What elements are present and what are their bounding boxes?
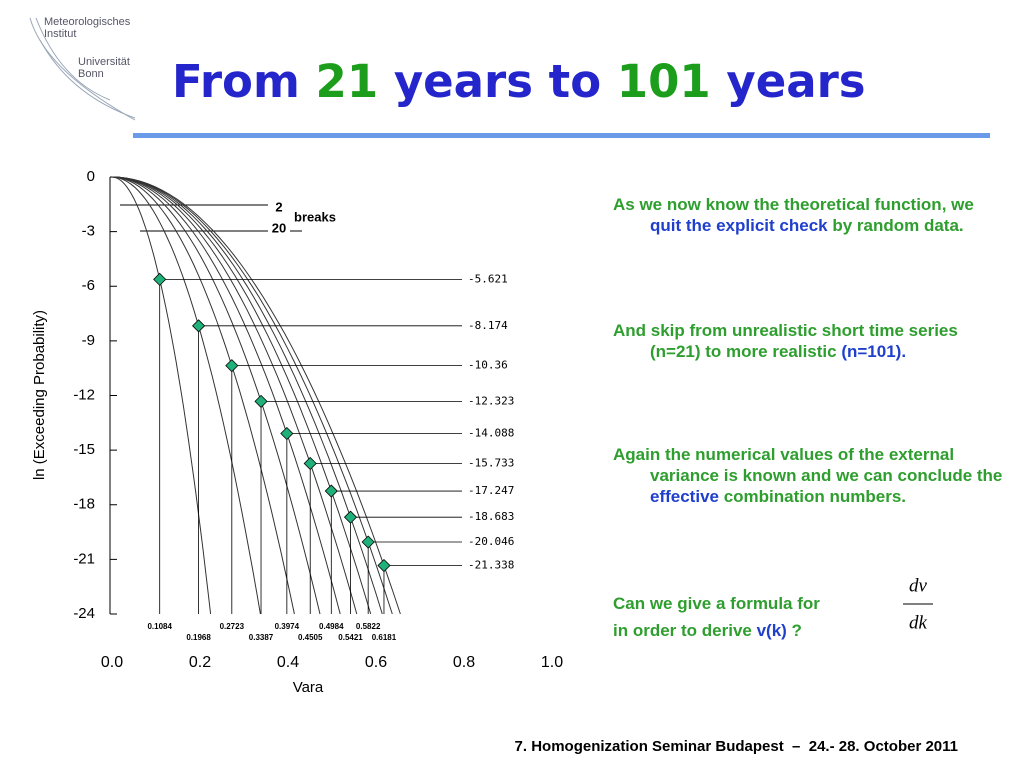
x-value-label: 0.3387 bbox=[249, 633, 274, 642]
x-value-label: 0.5822 bbox=[356, 622, 381, 631]
x-value-label: 0.2723 bbox=[220, 622, 245, 631]
y-tick-label: -18 bbox=[73, 496, 95, 513]
x-tick-label: 0.4 bbox=[277, 654, 299, 671]
y-tick-label: -6 bbox=[82, 277, 95, 294]
logo-arc bbox=[35, 17, 111, 101]
x-tick-label: 0.2 bbox=[189, 654, 211, 671]
y-tick-label: -21 bbox=[73, 550, 95, 567]
x-value-label: 0.6181 bbox=[372, 633, 397, 642]
footer: 7. Homogenization Seminar Budapest – 24.… bbox=[514, 738, 958, 755]
value-label: -17.247 bbox=[468, 484, 514, 497]
theory-curve bbox=[111, 176, 358, 615]
title-part: years to bbox=[378, 55, 617, 108]
question-line: Can we give a formula for bbox=[613, 590, 820, 617]
y-tick-label: -3 bbox=[82, 223, 95, 240]
title: From 21 years to 101 years bbox=[172, 55, 866, 108]
x-value-label: 0.1968 bbox=[186, 633, 211, 642]
value-label: -10.36 bbox=[468, 359, 508, 372]
point bbox=[324, 484, 338, 498]
annotation: 2 bbox=[275, 199, 282, 214]
y-axis-label: ln (Exceeding Probability) bbox=[31, 310, 48, 480]
question-line: in order to derive v(k) ? bbox=[613, 617, 802, 644]
point bbox=[377, 558, 391, 573]
logo-text: Institut bbox=[44, 28, 76, 40]
logo-arc bbox=[39, 39, 136, 119]
theory-curve bbox=[111, 176, 321, 615]
paragraph: As we now know the theoretical function,… bbox=[613, 194, 1003, 236]
point bbox=[225, 359, 239, 373]
text: And skip from unrealistic short time ser… bbox=[613, 321, 958, 361]
x-tick-label: 0.0 bbox=[101, 654, 123, 671]
x-tick-label: 0.8 bbox=[453, 654, 475, 671]
point bbox=[343, 510, 358, 524]
logo-text: Universität bbox=[78, 56, 130, 68]
value-label: -5.621 bbox=[468, 272, 508, 285]
theory-curve bbox=[111, 176, 383, 615]
y-tick-label: 0 bbox=[87, 168, 95, 185]
x-tick-label: 0.6 bbox=[365, 654, 387, 671]
formula-denominator: dk bbox=[909, 612, 928, 633]
x-axis-label: Vara bbox=[293, 679, 324, 696]
annotation: breaks bbox=[294, 209, 336, 224]
y-tick-label: -9 bbox=[82, 332, 95, 349]
logo-text: Bonn bbox=[78, 68, 104, 80]
y-tick-label: -24 bbox=[73, 605, 95, 622]
title-part: years bbox=[710, 55, 866, 108]
title-part: From bbox=[172, 55, 316, 108]
highlight: quit the explicit check bbox=[650, 216, 828, 235]
text: by random data. bbox=[827, 216, 964, 235]
value-label: -15.733 bbox=[468, 456, 514, 469]
theory-curve bbox=[111, 176, 341, 615]
value-label: -12.323 bbox=[468, 394, 514, 407]
highlight: v(k) bbox=[756, 621, 787, 640]
x-value-label: 0.1084 bbox=[147, 622, 172, 631]
point bbox=[280, 426, 294, 441]
value-label: -18.683 bbox=[468, 510, 514, 523]
text: Again the numerical values of the extern… bbox=[613, 445, 1003, 485]
text: combination numbers. bbox=[718, 487, 907, 506]
theory-curve bbox=[111, 176, 295, 615]
highlight: (n=101). bbox=[841, 342, 907, 361]
point bbox=[303, 456, 317, 471]
logo-arc bbox=[29, 17, 136, 121]
text: in order to derive bbox=[613, 621, 757, 640]
annotation: 20 bbox=[272, 220, 286, 235]
x-value-label: 0.3974 bbox=[275, 622, 300, 631]
title-rule bbox=[133, 133, 990, 138]
theory-curve bbox=[111, 176, 401, 615]
x-value-label: 0.4505 bbox=[298, 633, 323, 642]
text: Can we give a formula for bbox=[613, 594, 820, 613]
x-tick-label: 1.0 bbox=[541, 654, 563, 671]
y-tick-label: -15 bbox=[73, 441, 95, 458]
title-part: 21 bbox=[315, 55, 379, 108]
value-label: -21.338 bbox=[468, 559, 514, 572]
x-value-label: 0.5421 bbox=[338, 633, 363, 642]
theory-curve bbox=[111, 176, 393, 615]
theory-curve bbox=[111, 176, 261, 615]
point bbox=[153, 272, 167, 286]
point bbox=[254, 394, 268, 408]
highlight: effective bbox=[650, 487, 719, 506]
x-value-label: 0.4984 bbox=[319, 622, 344, 631]
paragraph: And skip from unrealistic short time ser… bbox=[613, 320, 1003, 362]
paragraph: Again the numerical values of the extern… bbox=[613, 444, 1003, 507]
title-part: 101 bbox=[616, 55, 711, 108]
text: ? bbox=[786, 621, 802, 640]
theory-curve bbox=[111, 176, 212, 615]
value-label: -14.088 bbox=[468, 427, 514, 440]
point bbox=[361, 535, 375, 549]
logo bbox=[29, 17, 136, 121]
point bbox=[192, 319, 206, 333]
value-label: -8.174 bbox=[468, 319, 508, 332]
logo-text: Meteorologisches bbox=[44, 16, 131, 28]
y-tick-label: -12 bbox=[73, 386, 95, 403]
theory-curve bbox=[111, 176, 372, 615]
text: As we now know the theoretical function,… bbox=[613, 195, 974, 214]
value-label: -20.046 bbox=[468, 535, 514, 548]
formula-numerator: dv bbox=[909, 575, 928, 596]
